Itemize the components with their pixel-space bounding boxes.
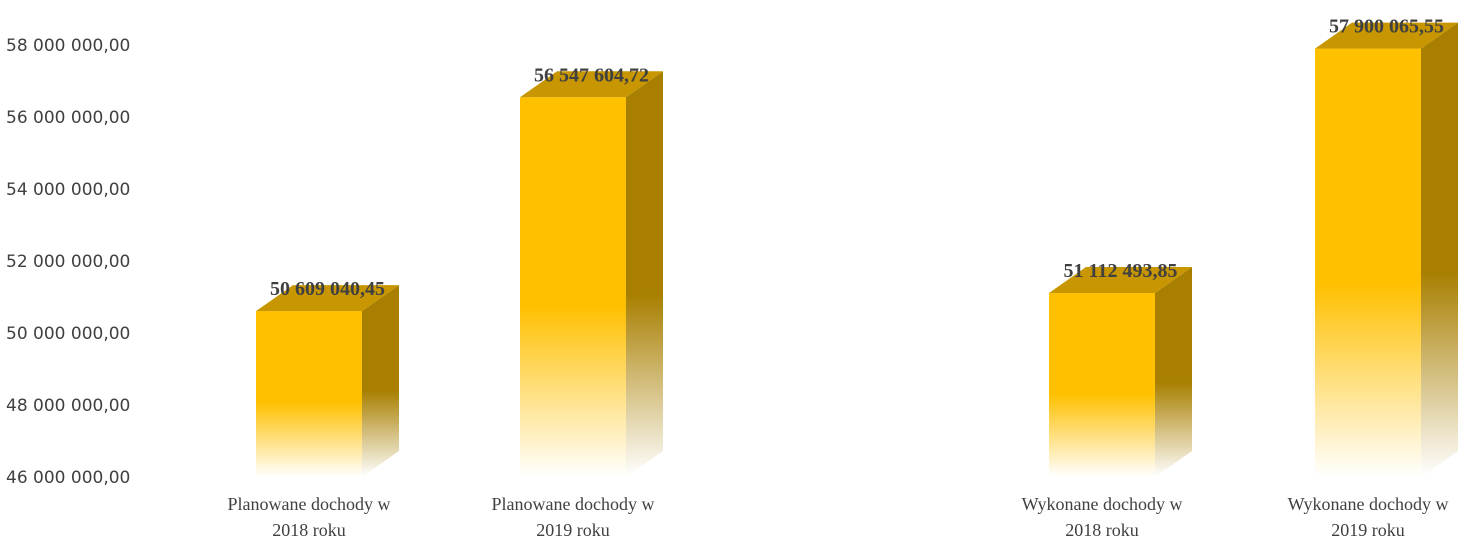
y-axis: 46 000 000,00 48 000 000,00 50 000 000,00 5… (6, 36, 130, 488)
x-tick-label-line2: 2018 roku (1065, 520, 1139, 540)
bar-side (626, 71, 663, 478)
data-label: 50 609 040,45 (270, 278, 385, 300)
y-tick-label: 52 000 000,00 (6, 252, 130, 272)
bars (256, 22, 1458, 478)
data-label: 51 112 493,85 (1064, 260, 1178, 282)
data-labels: 50 609 040,45 56 547 604,72 51 112 493,85 5… (270, 16, 1444, 300)
x-tick-label-line2: 2019 roku (536, 520, 610, 540)
x-tick-label-line1: Wykonane dochody w (1022, 494, 1183, 514)
x-axis: Planowane dochody w 2018 roku Planowane do… (228, 494, 1449, 540)
y-tick-label: 46 000 000,00 (6, 468, 130, 488)
data-label: 57 900 065,55 (1329, 16, 1444, 38)
data-label: 56 547 604,72 (534, 64, 649, 86)
bar (1049, 266, 1192, 477)
bar (256, 285, 399, 477)
bar-front (256, 311, 362, 477)
x-tick-label-line1: Wykonane dochody w (1288, 494, 1449, 514)
bar-front (1049, 292, 1155, 477)
x-tick-label-line2: 2018 roku (272, 520, 346, 540)
x-tick-label-line1: Planowane dochody w (228, 494, 391, 514)
bar-top (1049, 266, 1192, 293)
y-tick-label: 58 000 000,00 (6, 36, 130, 56)
bar (1315, 22, 1458, 477)
bar-front (1315, 48, 1421, 477)
bar-side (1155, 266, 1192, 477)
y-tick-label: 56 000 000,00 (6, 108, 130, 128)
bar-side (1421, 22, 1458, 477)
x-tick-label-line1: Planowane dochody w (492, 494, 655, 514)
bar-side (362, 285, 399, 477)
y-tick-label: 50 000 000,00 (6, 324, 130, 344)
bar-top (256, 285, 399, 312)
bar (520, 71, 663, 478)
x-tick-label-line2: 2019 roku (1331, 520, 1405, 540)
bar-front (520, 97, 626, 478)
bar-top (520, 71, 663, 98)
bar-top (1315, 22, 1458, 49)
y-tick-label: 48 000 000,00 (6, 396, 130, 416)
y-tick-label: 54 000 000,00 (6, 180, 130, 200)
